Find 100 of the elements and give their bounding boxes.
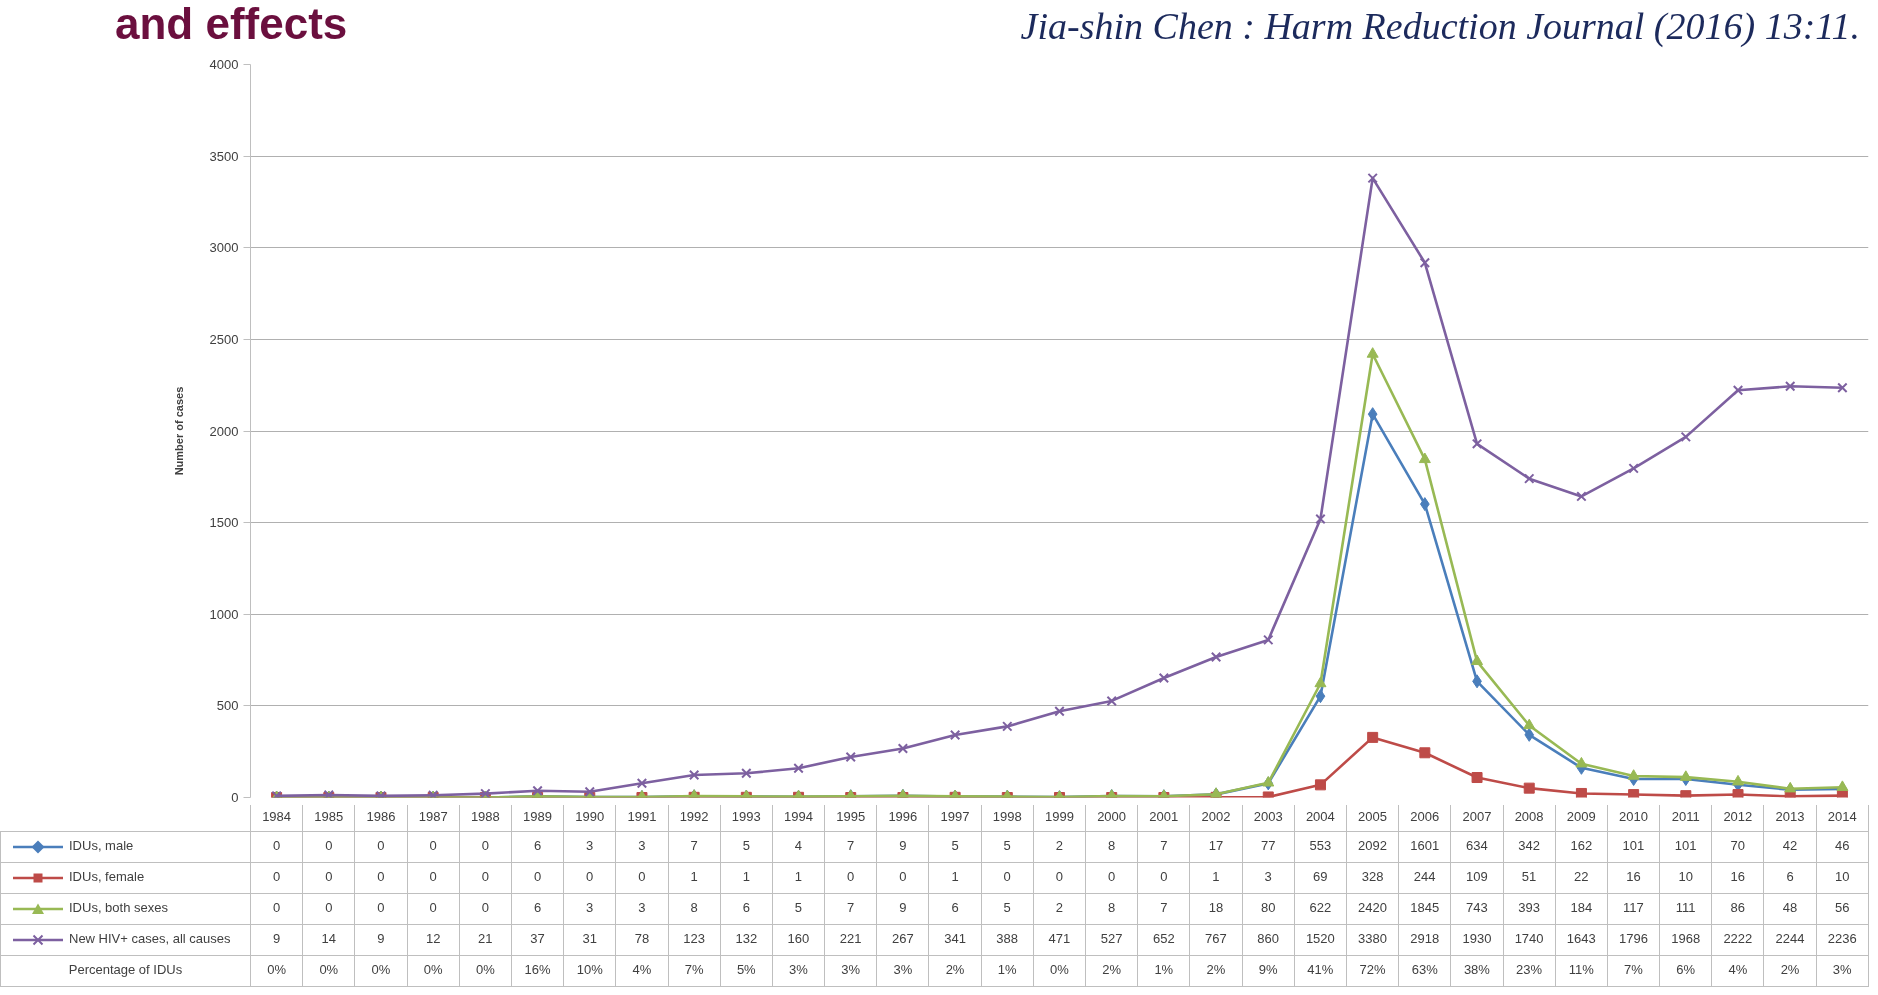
text: 3% [772, 955, 825, 986]
x-tick-label: 1994 [772, 805, 825, 831]
text: 63% [1398, 955, 1451, 986]
text: 2% [1085, 955, 1138, 986]
data-label: 2236 [1816, 924, 1869, 955]
data-label: 0 [981, 862, 1034, 893]
x-tick-label: 1996 [876, 805, 929, 831]
y-tick-label: 1500 [209, 515, 239, 531]
data-label: 2222 [1711, 924, 1764, 955]
data-label: 101 [1607, 831, 1660, 862]
data-label: 2918 [1398, 924, 1451, 955]
data-label: 31 [563, 924, 616, 955]
data-label: 342 [1503, 831, 1556, 862]
data-label: 267 [876, 924, 929, 955]
data-label: 7 [824, 893, 877, 924]
data-label: 1968 [1659, 924, 1712, 955]
chart-title: and effects [115, 0, 348, 49]
data-label: 0 [876, 862, 929, 893]
data-label: 51 [1503, 862, 1556, 893]
data-label: 0 [1085, 862, 1138, 893]
x-tick-label: 2001 [1137, 805, 1190, 831]
x-tick-label: 2007 [1450, 805, 1503, 831]
data-label: 6 [511, 893, 564, 924]
data-label: 0 [615, 862, 668, 893]
x-tick-label: 2008 [1503, 805, 1556, 831]
data-label: 0 [250, 893, 303, 924]
data-label: 622 [1294, 893, 1347, 924]
y-tick-label: 2500 [209, 331, 239, 347]
text: 10% [563, 955, 616, 986]
data-label: 1930 [1450, 924, 1503, 955]
data-label: 5 [772, 893, 825, 924]
text: 0% [250, 955, 303, 986]
data-label: 8 [668, 893, 721, 924]
data-label: 16 [1711, 862, 1764, 893]
legend-label: IDUs, female [69, 868, 145, 887]
data-label: 0 [511, 862, 564, 893]
data-label: 634 [1450, 831, 1503, 862]
data-label: 22 [1555, 862, 1608, 893]
data-label: 0 [302, 862, 355, 893]
data-label: 4 [772, 831, 825, 862]
data-label: 6 [511, 831, 564, 862]
data-label: 652 [1137, 924, 1190, 955]
x-tick-label: 2009 [1555, 805, 1608, 831]
data-label: 328 [1346, 862, 1399, 893]
x-tick-label: 2013 [1763, 805, 1817, 831]
data-label: 9 [876, 893, 929, 924]
text: 2% [928, 955, 982, 986]
data-label: 9 [250, 924, 303, 955]
x-tick-label: 1992 [668, 805, 721, 831]
data-label: 1 [928, 862, 982, 893]
data-label: 14 [302, 924, 355, 955]
data-label: 2244 [1763, 924, 1817, 955]
text: 3% [1816, 955, 1869, 986]
data-label: 471 [1033, 924, 1086, 955]
data-label: 10 [1816, 862, 1869, 893]
data-label: 101 [1659, 831, 1712, 862]
x-tick-label: 1995 [824, 805, 877, 831]
data-label: 0 [407, 893, 460, 924]
data-label: 184 [1555, 893, 1608, 924]
data-label: 86 [1711, 893, 1764, 924]
y-axis-title: Number of cases [172, 386, 185, 476]
data-label: 1643 [1555, 924, 1608, 955]
data-label: 5 [928, 831, 982, 862]
x-tick-label: 2004 [1294, 805, 1347, 831]
data-label: 7 [1137, 831, 1190, 862]
text: 6% [1659, 955, 1712, 986]
x-tick-label: 1998 [981, 805, 1034, 831]
data-label: 3 [563, 831, 616, 862]
data-label: 0 [459, 862, 512, 893]
x-tick-label: 1984 [250, 805, 303, 831]
text: Percentage of IDUs [0, 955, 251, 986]
legend-label: IDUs, male [69, 837, 134, 856]
data-label: 3 [615, 831, 668, 862]
data-label: 2 [1033, 831, 1086, 862]
data-label: 123 [668, 924, 721, 955]
text: 16% [511, 955, 564, 986]
data-label: 17 [1189, 831, 1243, 862]
text: 0% [459, 955, 512, 986]
data-label: 0 [354, 893, 408, 924]
data-label: 18 [1189, 893, 1243, 924]
data-label: 16 [1607, 862, 1660, 893]
data-label: 5 [981, 831, 1034, 862]
text: 0% [302, 955, 355, 986]
data-label: 6 [720, 893, 773, 924]
data-label: 10 [1659, 862, 1712, 893]
data-label: 8 [1085, 831, 1138, 862]
data-label: 109 [1450, 862, 1503, 893]
data-label: 69 [1294, 862, 1347, 893]
data-label: 393 [1503, 893, 1556, 924]
x-tick-label: 1990 [563, 805, 616, 831]
x-tick-label: 2010 [1607, 805, 1660, 831]
text: 1% [981, 955, 1034, 986]
data-label: 0 [354, 831, 408, 862]
data-label: 2092 [1346, 831, 1399, 862]
text: 38% [1450, 955, 1503, 986]
x-tick-label: 1991 [615, 805, 668, 831]
x-tick-label: 2005 [1346, 805, 1399, 831]
text: 7% [668, 955, 721, 986]
x-tick-label: 2006 [1398, 805, 1451, 831]
data-label: 341 [928, 924, 982, 955]
